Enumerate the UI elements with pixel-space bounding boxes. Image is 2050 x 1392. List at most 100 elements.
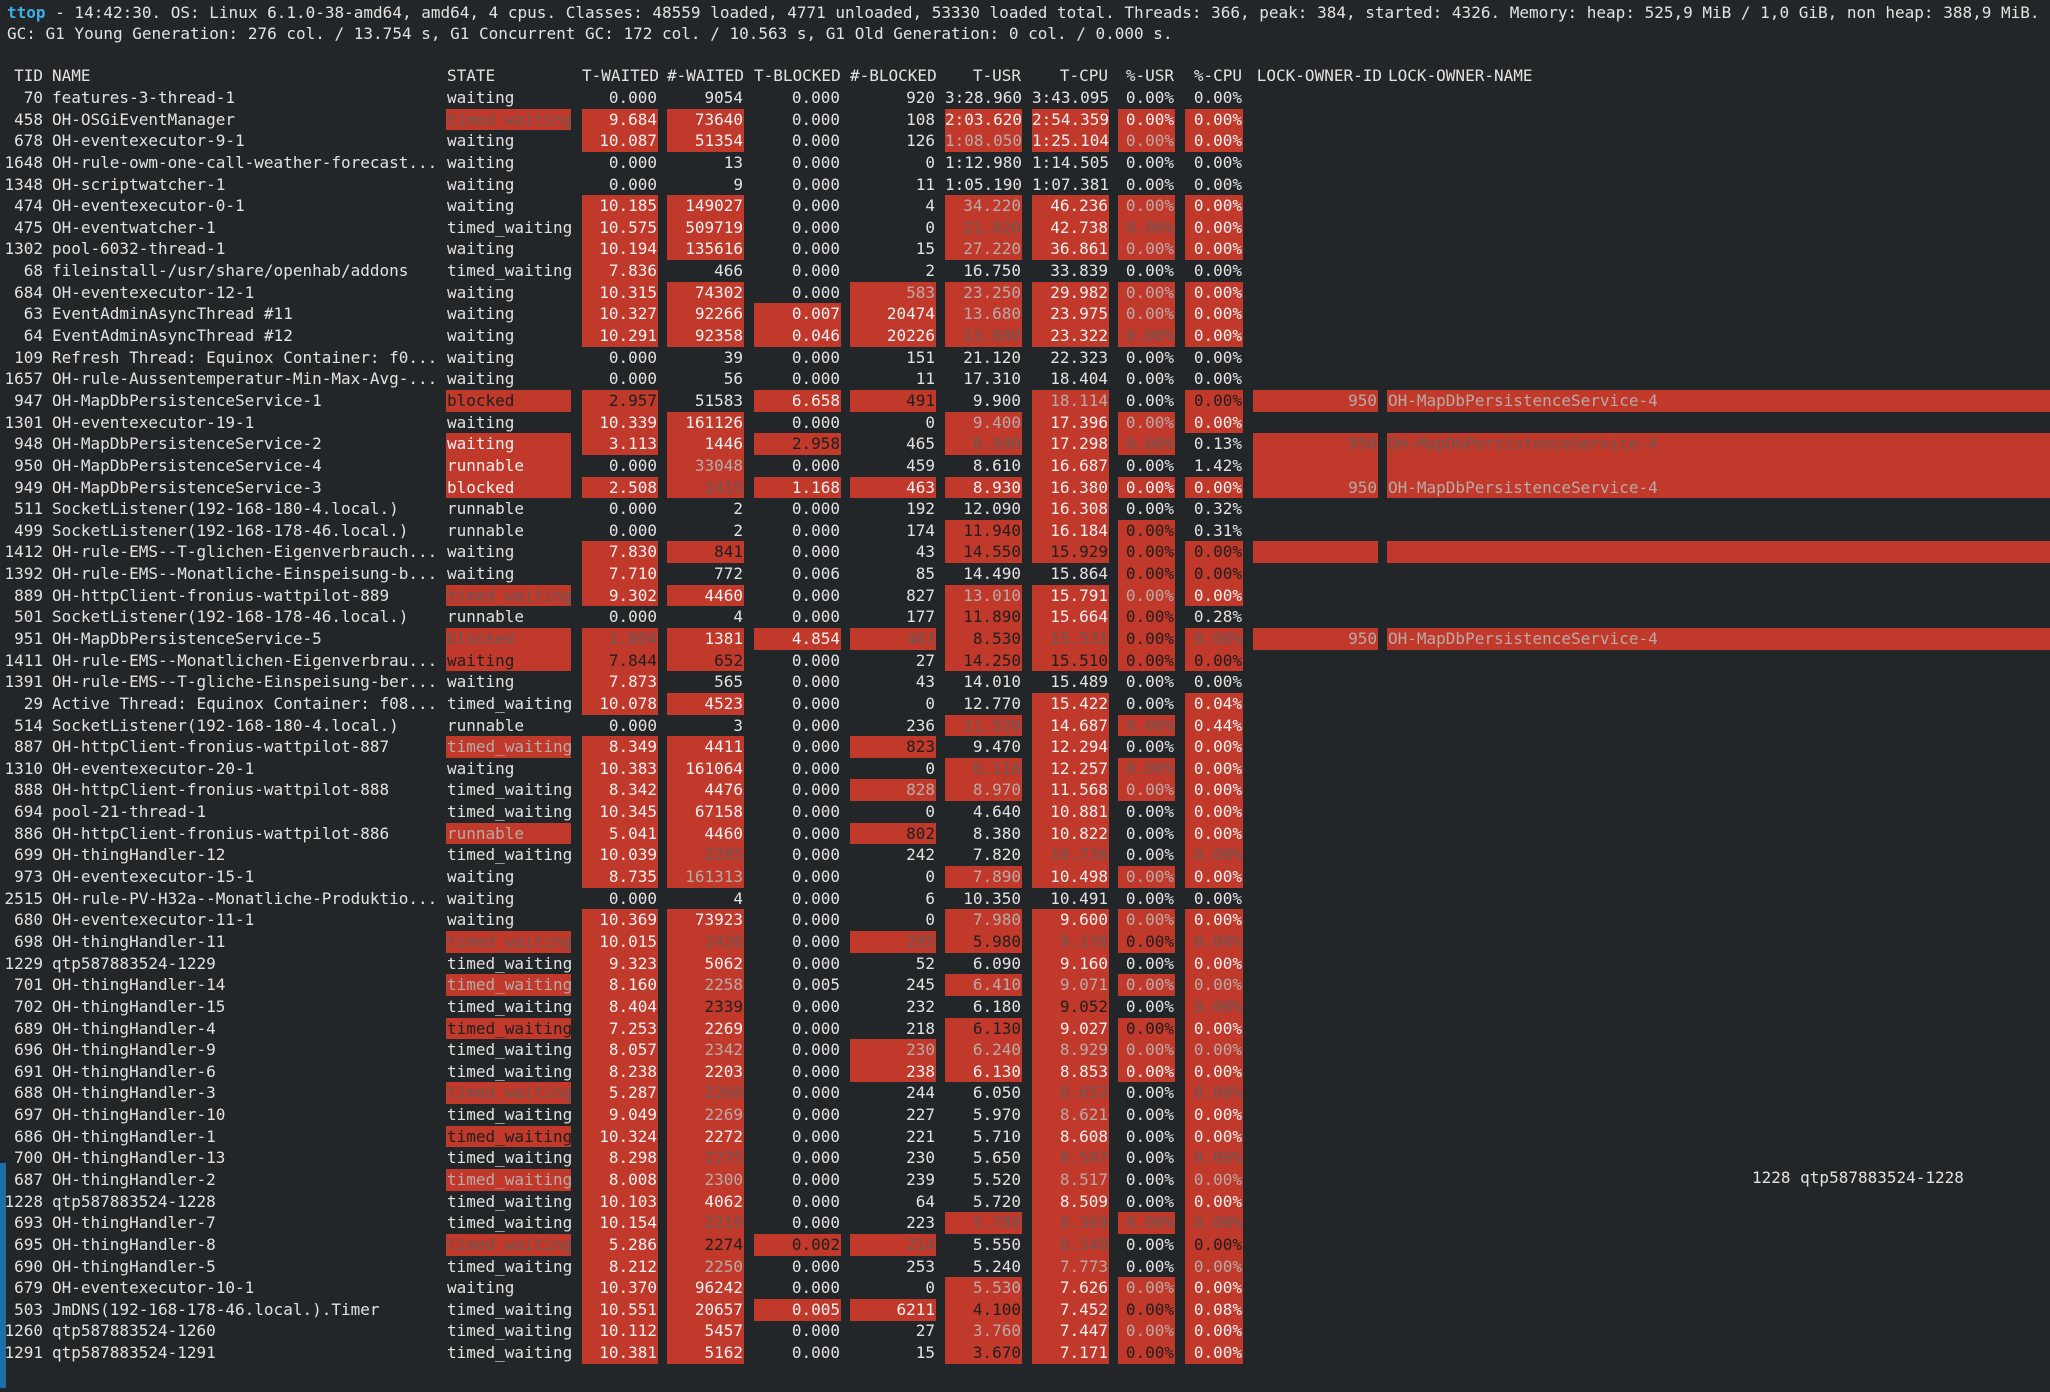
cell-tcpu: 12.294 <box>1032 736 1109 758</box>
cell-tcpu: 17.298 <box>1032 433 1109 455</box>
cell-state: waiting <box>447 282 515 302</box>
cell-pusr: 0.00% <box>1118 779 1175 802</box>
column-header-tusr[interactable]: T-USR <box>972 66 1021 85</box>
cell-tid: 514 <box>14 715 43 735</box>
column-header-pusr[interactable]: %-USR <box>1125 66 1174 85</box>
cell-state: timed_waiting <box>447 261 571 281</box>
cell-pcpu: 0.00% <box>1185 1017 1243 1040</box>
cell-nb: 491 <box>850 389 936 412</box>
cell-state: timed_waiting <box>446 584 571 607</box>
cell-state: timed_waiting <box>446 1169 571 1191</box>
cell-tid: 68 <box>23 261 43 281</box>
cell-state: waiting <box>447 672 515 692</box>
column-header-lid[interactable]: LOCK-OWNER-ID <box>1256 66 1382 85</box>
cell-nw: 772 <box>714 564 743 584</box>
cell-tid: 1657 <box>4 369 43 389</box>
cell-tusr: 14.550 <box>945 541 1022 564</box>
cell-tusr: 5.650 <box>972 1148 1021 1168</box>
cell-tw: 3.113 <box>582 433 658 455</box>
cell-nw: 73923 <box>667 909 744 931</box>
cell-tid: 1310 <box>4 758 43 778</box>
cell-name: OH-thingHandler-5 <box>52 1256 216 1276</box>
column-header-tb[interactable]: T-BLOCKED <box>754 66 841 85</box>
cell-tusr: 9.400 <box>945 411 1022 434</box>
cell-nb: 108 <box>906 109 935 129</box>
cell-state: timed_waiting <box>447 217 571 237</box>
cell-nw: 67158 <box>667 801 744 823</box>
cell-name: OH-MapDbPersistenceService-4 <box>52 455 322 475</box>
cell-pcpu: 0.00% <box>1185 1060 1243 1083</box>
cell-name: OH-MapDbPersistenceService-3 <box>52 477 322 497</box>
cell-tcpu: 16.308 <box>1032 498 1109 520</box>
cell-tusr: 11.940 <box>945 519 1022 542</box>
cell-nb: 27 <box>915 1321 935 1341</box>
cell-name: OH-thingHandler-13 <box>52 1148 226 1168</box>
cell-nw: 20657 <box>667 1298 744 1321</box>
column-header-nb[interactable]: #-BLOCKED <box>850 66 936 85</box>
floating-thread-label: 1228 qtp587883524-1228 <box>1752 1168 1964 1187</box>
column-header-tw[interactable]: T-WAITED <box>582 66 658 85</box>
cell-pusr: 0.00% <box>1118 563 1175 585</box>
cell-tw: 0.000 <box>608 174 657 194</box>
cell-tw: 10.315 <box>582 281 658 304</box>
cell-nb: 27 <box>915 650 935 670</box>
cell-nw: 73640 <box>667 108 744 131</box>
cell-tb: 0.000 <box>791 823 840 843</box>
column-header-tcpu[interactable]: T-CPU <box>1059 66 1108 85</box>
cell-state: timed_waiting <box>447 953 571 973</box>
column-header-lname[interactable]: LOCK-OWNER-NAME <box>1388 66 1533 85</box>
column-header-tid[interactable]: TID <box>14 66 43 85</box>
cell-state: timed_waiting <box>447 996 571 1016</box>
cell-tid: 947 <box>14 390 43 410</box>
cell-nw: 2 <box>733 520 743 540</box>
cell-pcpu: 0.00% <box>1185 411 1243 434</box>
cell-tcpu: 22.323 <box>1050 347 1108 367</box>
cell-tusr: 8.530 <box>945 628 1022 650</box>
cell-pcpu: 0.00% <box>1185 995 1243 1018</box>
cell-nb: 0 <box>925 1278 935 1298</box>
cell-pcpu: 0.00% <box>1185 1342 1243 1364</box>
cell-pusr: 0.00% <box>1125 174 1174 194</box>
cell-state: waiting <box>447 564 515 584</box>
cell-nw: 4062 <box>667 1190 744 1213</box>
cell-tcpu: 14.687 <box>1032 714 1109 737</box>
cell-tb: 0.000 <box>791 499 840 519</box>
column-header-state[interactable]: STATE <box>447 66 496 85</box>
cell-tid: 686 <box>14 1126 43 1146</box>
cell-tb: 0.000 <box>791 867 840 887</box>
cell-pcpu: 0.00% <box>1185 952 1243 975</box>
cell-pcpu: 0.00% <box>1185 866 1243 888</box>
column-header-pcpu[interactable]: %-CPU <box>1193 66 1242 85</box>
cell-pusr: 0.00% <box>1118 628 1175 650</box>
cell-tcpu: 8.340 <box>1032 1233 1109 1256</box>
cell-pcpu: 1.42% <box>1193 455 1242 475</box>
cell-nb: 227 <box>906 1105 935 1125</box>
cell-nw: 4460 <box>667 584 744 607</box>
cell-pcpu: 0.00% <box>1185 801 1243 823</box>
column-header-name[interactable]: NAME <box>52 66 91 85</box>
cell-tcpu: 46.236 <box>1032 195 1109 217</box>
cell-state: runnable <box>447 607 525 627</box>
cell-lid <box>1253 454 1378 477</box>
cell-tb: 0.000 <box>791 1256 840 1276</box>
cell-tcpu: 7.452 <box>1032 1298 1109 1321</box>
cell-pusr: 0.00% <box>1118 1212 1175 1234</box>
cell-nw: 2 <box>733 499 743 519</box>
cell-nw: 2250 <box>667 1255 744 1278</box>
cell-nb: 4 <box>925 196 935 216</box>
cell-tb: 0.000 <box>791 152 840 172</box>
scroll-selection-bar[interactable] <box>0 1163 6 1388</box>
column-header-nw[interactable]: #-WAITED <box>667 66 744 85</box>
cell-pcpu: 0.00% <box>1185 216 1243 239</box>
cell-tb: 0.000 <box>791 693 840 713</box>
cell-nb: 238 <box>850 1060 936 1083</box>
cell-nb: 0 <box>925 693 935 713</box>
cell-pusr: 0.00% <box>1118 606 1175 629</box>
cell-nw: 2203 <box>667 1060 744 1083</box>
cell-lname <box>1387 454 2050 477</box>
cell-tusr: 3.760 <box>945 1320 1022 1343</box>
cell-tcpu: 7.171 <box>1032 1342 1109 1364</box>
cell-tid: 70 <box>23 88 43 107</box>
cell-tusr: 6.180 <box>972 996 1021 1016</box>
cell-tid: 1348 <box>4 174 43 194</box>
